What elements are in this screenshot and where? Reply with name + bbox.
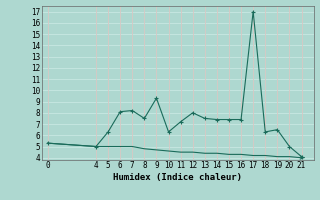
X-axis label: Humidex (Indice chaleur): Humidex (Indice chaleur) <box>113 173 242 182</box>
